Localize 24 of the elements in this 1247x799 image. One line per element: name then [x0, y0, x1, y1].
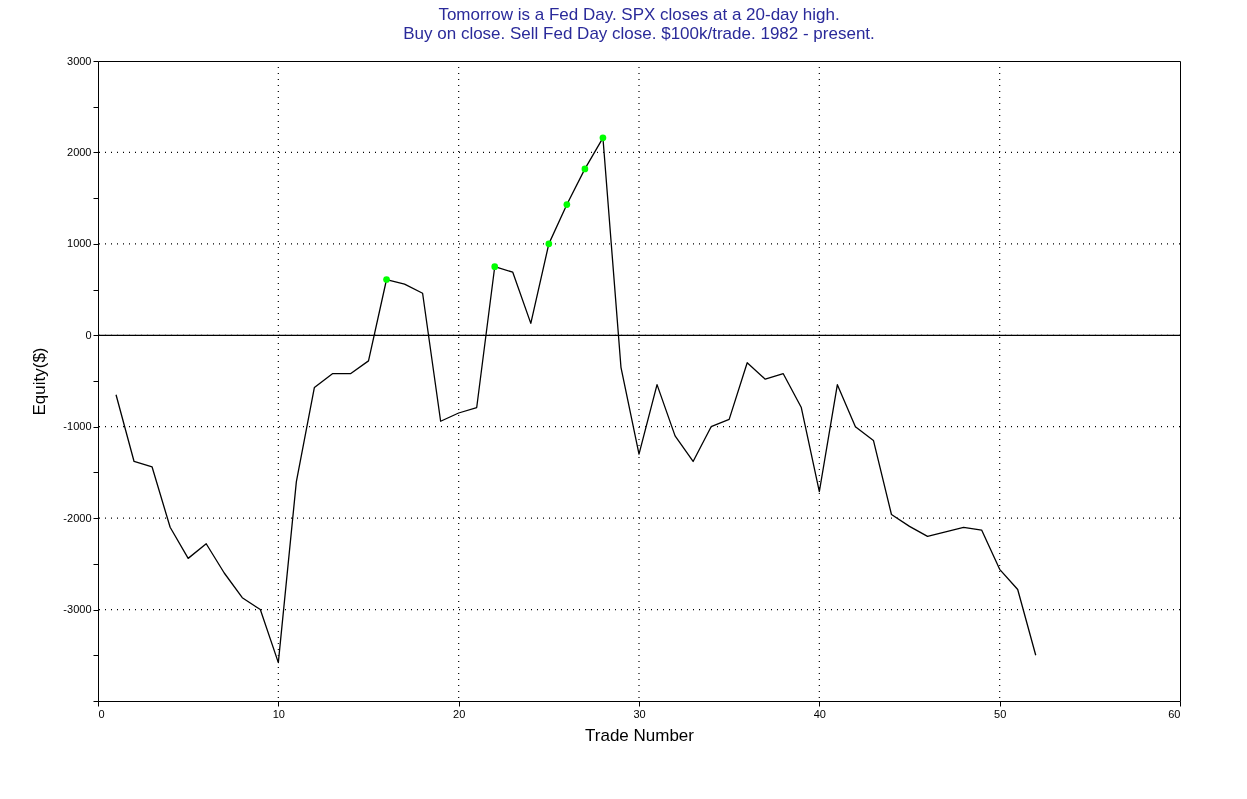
- point: [581, 165, 589, 173]
- y-tick-label: -1000: [63, 420, 92, 433]
- text: Tomorrow is a Fed Day. SPX closes at a 20-day high.: [438, 5, 840, 24]
- x-tick-label: 60: [1168, 707, 1181, 720]
- y-tick-label: -3000: [63, 603, 92, 616]
- y-tick-label: -2000: [63, 511, 92, 524]
- point: [491, 263, 499, 271]
- y-tick-label: 2000: [67, 145, 92, 158]
- text: Buy on close. Sell Fed Day close. $100k/trade. 1982 - present.: [403, 24, 875, 43]
- x-tick-label: 10: [272, 707, 285, 720]
- point: [545, 240, 553, 248]
- x-tick-label: 20: [453, 707, 466, 720]
- point: [563, 201, 571, 208]
- point: [599, 134, 607, 142]
- y-tick-label: 1000: [67, 237, 92, 250]
- y-axis-title: Equity($): [30, 347, 50, 416]
- x-tick-label: 30: [633, 707, 646, 720]
- x-axis-title: Trade Number: [585, 725, 695, 745]
- y-tick-label: 3000: [67, 54, 92, 67]
- x-tick-label: 0: [98, 707, 105, 720]
- point: [383, 276, 390, 283]
- x-tick-label: 50: [994, 707, 1007, 720]
- y-tick-label: 0: [85, 328, 92, 341]
- x-tick-label: 40: [813, 707, 826, 720]
